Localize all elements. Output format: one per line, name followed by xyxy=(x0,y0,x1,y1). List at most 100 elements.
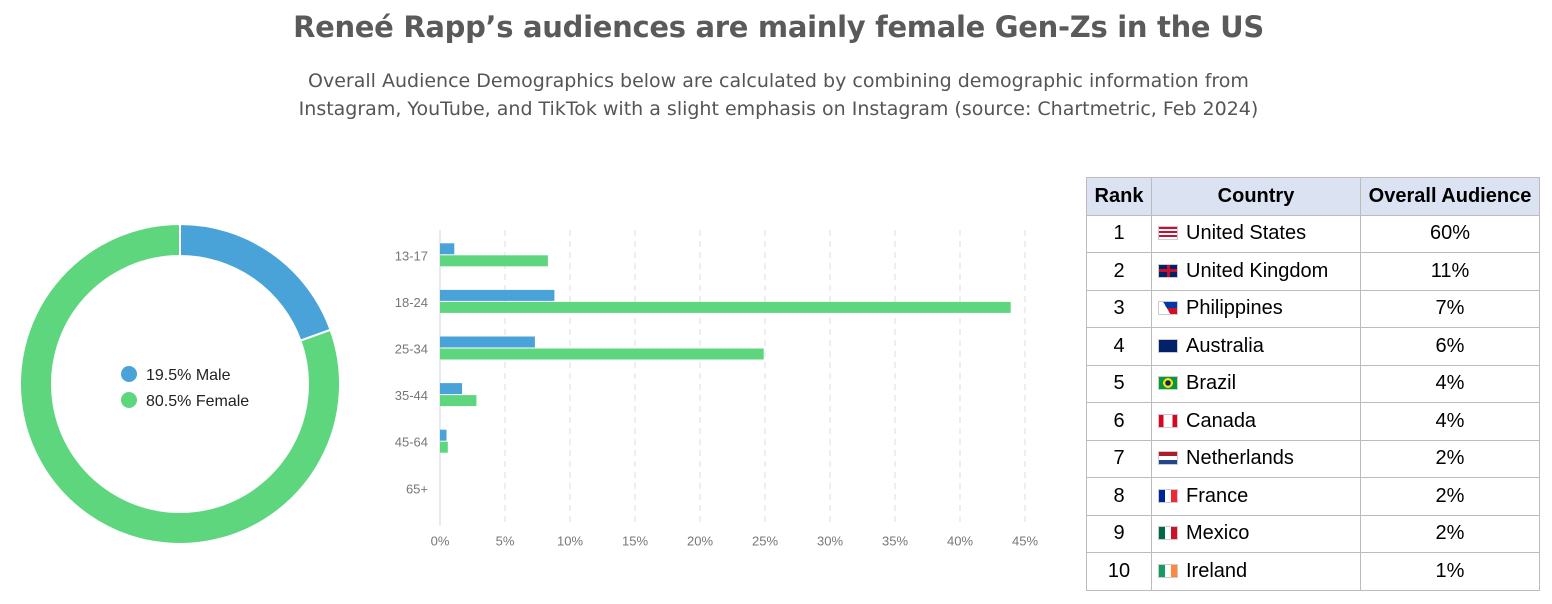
legend-marker-1 xyxy=(121,392,137,408)
flag-uk-icon xyxy=(1158,263,1178,278)
country-name: Mexico xyxy=(1186,522,1250,545)
bar-45-64-series-0 xyxy=(440,429,447,441)
country-cell: Canada xyxy=(1151,402,1361,441)
audience-cell: 7% xyxy=(1360,289,1540,328)
rank-cell: 7 xyxy=(1086,439,1152,478)
country-name: Netherlands xyxy=(1186,447,1294,470)
country-cell: Brazil xyxy=(1151,364,1361,403)
header-country: Country xyxy=(1151,177,1361,216)
rank-cell: 8 xyxy=(1086,477,1152,516)
rank-cell: 6 xyxy=(1086,402,1152,441)
table-row: 4 Australia 6% xyxy=(1086,327,1540,366)
country-cell: Mexico xyxy=(1151,514,1361,553)
country-name: Philippines xyxy=(1186,297,1283,320)
flag-fr-icon xyxy=(1158,488,1178,503)
bar-18-24-series-1 xyxy=(440,301,1011,313)
y-tick-label: 13-17 xyxy=(395,248,428,263)
x-tick-label: 10% xyxy=(557,534,583,549)
x-tick-label: 5% xyxy=(496,534,515,549)
country-cell: France xyxy=(1151,477,1361,516)
country-cell: Philippines xyxy=(1151,289,1361,328)
country-name: Canada xyxy=(1186,409,1257,432)
country-cell: Australia xyxy=(1151,327,1361,366)
audience-cell: 6% xyxy=(1360,327,1540,366)
audience-cell: 2% xyxy=(1360,439,1540,478)
rank-cell: 1 xyxy=(1086,214,1152,253)
age-bar-chart: 0% 5% 10% 15% 20% 25% 30% 35% 40% 45% 13-17 18-24 25… xyxy=(395,230,1038,549)
table-header-row: Rank Country Overall Audience xyxy=(1086,177,1540,216)
country-name: Brazil xyxy=(1186,372,1237,395)
bar-13-17-series-1 xyxy=(440,255,548,267)
rank-cell: 9 xyxy=(1086,514,1152,553)
x-tick-label: 30% xyxy=(817,534,843,549)
flag-ca-icon xyxy=(1158,413,1178,428)
y-tick-label: 65+ xyxy=(406,481,428,496)
table-row: 7 Netherlands 2% xyxy=(1086,439,1540,478)
table-row: 5 Brazil 4% xyxy=(1086,364,1540,403)
country-ranking-table: Rank Country Overall Audience 1 United St… xyxy=(1086,177,1540,591)
x-tick-label: 35% xyxy=(882,534,908,549)
rank-cell: 4 xyxy=(1086,327,1152,366)
bar-45-64-series-1 xyxy=(440,441,448,453)
subtitle-line-1: Overall Audience Demographics below are … xyxy=(308,70,1249,92)
audience-cell: 4% xyxy=(1360,364,1540,403)
x-tick-label: 0% xyxy=(431,534,450,549)
subtitle-line-2: Instagram, YouTube, and TikTok with a sl… xyxy=(298,98,1259,120)
country-cell: Netherlands xyxy=(1151,439,1361,478)
audience-cell: 2% xyxy=(1360,514,1540,553)
audience-cell: 4% xyxy=(1360,402,1540,441)
x-tick-label: 20% xyxy=(687,534,713,549)
bar-13-17-series-0 xyxy=(440,243,455,255)
table-row: 9 Mexico 2% xyxy=(1086,514,1540,553)
page-title: Reneé Rapp’s audiences are mainly female… xyxy=(293,10,1264,44)
table-row: 8 France 2% xyxy=(1086,477,1540,516)
table-row: 6 Canada 4% xyxy=(1086,402,1540,441)
x-tick-label: 40% xyxy=(947,534,973,549)
flag-au-icon xyxy=(1158,338,1178,353)
legend-label-0: 19.5% Male xyxy=(146,367,231,384)
y-tick-label: 35-44 xyxy=(395,388,428,403)
bar-25-34-series-0 xyxy=(440,336,535,348)
audience-cell: 60% xyxy=(1360,214,1540,253)
y-tick-label: 45-64 xyxy=(395,435,428,450)
country-cell: Ireland xyxy=(1151,552,1361,591)
x-tick-label: 15% xyxy=(622,534,648,549)
header-overall-audience: Overall Audience xyxy=(1360,177,1540,216)
bar-18-24-series-0 xyxy=(440,289,555,301)
legend-label-1: 80.5% Female xyxy=(146,393,249,410)
rank-cell: 2 xyxy=(1086,252,1152,291)
country-cell: United Kingdom xyxy=(1151,252,1361,291)
flag-ie-icon xyxy=(1158,563,1178,578)
country-name: United Kingdom xyxy=(1186,259,1329,282)
flag-nl-icon xyxy=(1158,451,1178,466)
x-tick-label: 25% xyxy=(752,534,778,549)
flag-us-icon xyxy=(1158,226,1178,241)
audience-cell: 2% xyxy=(1360,477,1540,516)
rank-cell: 3 xyxy=(1086,289,1152,328)
bar-25-34-series-1 xyxy=(440,348,764,360)
y-tick-label: 25-34 xyxy=(395,342,428,357)
bar-35-44-series-0 xyxy=(440,383,463,395)
country-cell: United States xyxy=(1151,214,1361,253)
donut-slice-0 xyxy=(179,222,332,342)
gender-donut-chart: 19.5% Male 80.5% Female xyxy=(19,222,341,545)
y-tick-label: 18-24 xyxy=(395,295,428,310)
audience-cell: 1% xyxy=(1360,552,1540,591)
country-name: United States xyxy=(1186,222,1307,245)
x-tick-label: 45% xyxy=(1012,534,1038,549)
country-name: Ireland xyxy=(1186,559,1248,582)
country-name: Australia xyxy=(1186,334,1264,357)
flag-mx-icon xyxy=(1158,526,1178,541)
donut-slice-1 xyxy=(19,222,341,545)
bar-35-44-series-1 xyxy=(440,395,477,407)
flag-br-icon xyxy=(1158,376,1178,391)
table-row: 10 Ireland 1% xyxy=(1086,552,1540,591)
flag-ph-icon xyxy=(1158,301,1178,316)
country-name: France xyxy=(1186,484,1249,507)
table-row: 3 Philippines 7% xyxy=(1086,289,1540,328)
audience-cell: 11% xyxy=(1360,252,1540,291)
table-row: 2 United Kingdom 11% xyxy=(1086,252,1540,291)
rank-cell: 10 xyxy=(1086,552,1152,591)
legend-marker-0 xyxy=(121,366,137,382)
header-rank: Rank xyxy=(1086,177,1152,216)
